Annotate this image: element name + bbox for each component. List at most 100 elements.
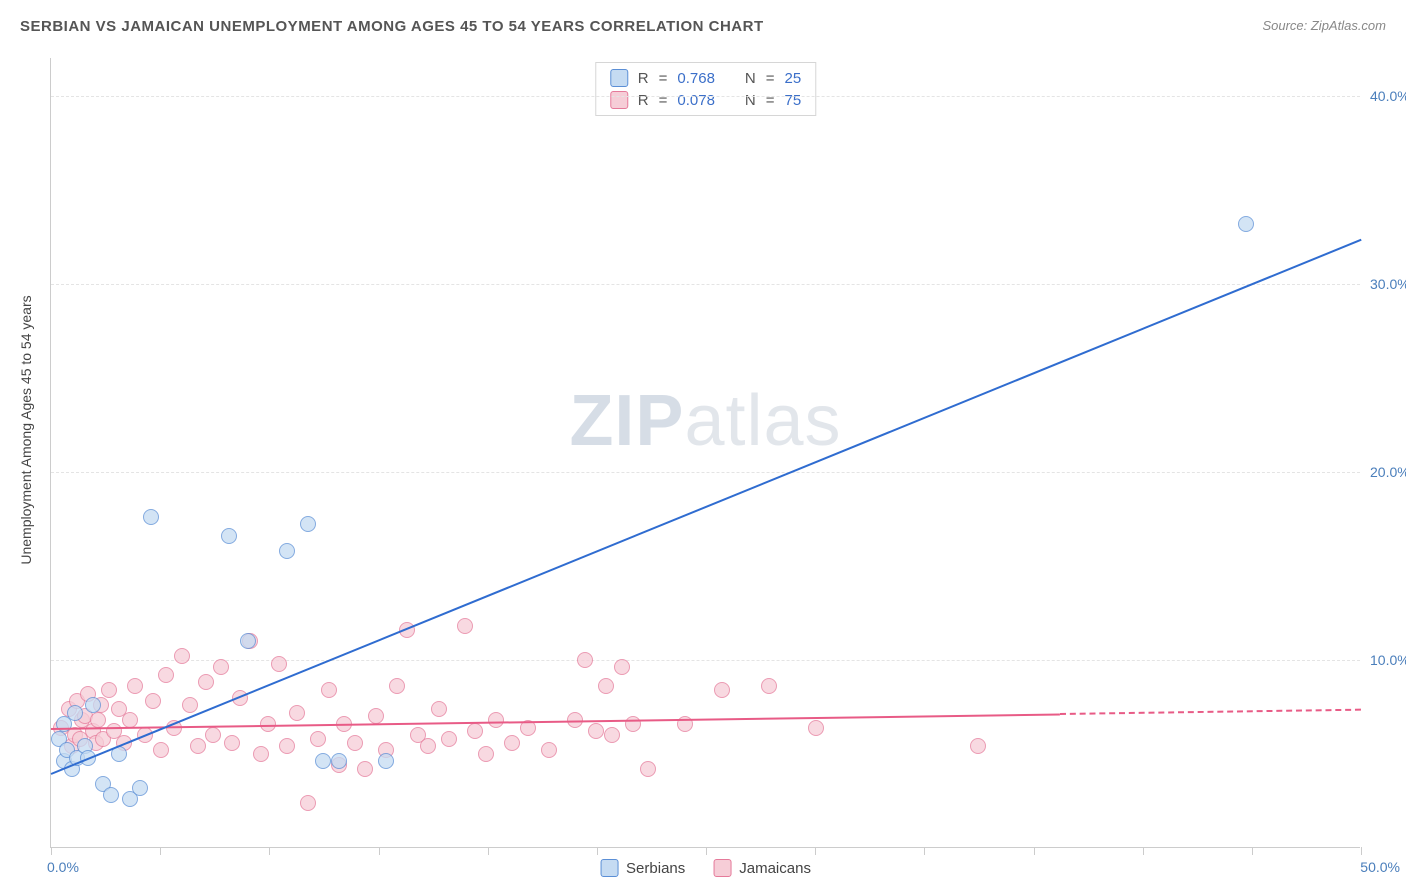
- scatter-point-jamaicans: [190, 738, 206, 754]
- scatter-point-jamaicans: [122, 712, 138, 728]
- scatter-point-jamaicans: [625, 716, 641, 732]
- scatter-point-jamaicans: [614, 659, 630, 675]
- scatter-point-jamaicans: [368, 708, 384, 724]
- scatter-point-jamaicans: [761, 678, 777, 694]
- scatter-point-serbians: [279, 543, 295, 559]
- scatter-point-jamaicans: [158, 667, 174, 683]
- x-tick: [706, 847, 707, 855]
- scatter-point-jamaicans: [90, 712, 106, 728]
- scatter-point-serbians: [143, 509, 159, 525]
- source-name: ZipAtlas.com: [1311, 18, 1386, 33]
- x-tick: [488, 847, 489, 855]
- legend-r-label: R: [638, 92, 649, 109]
- scatter-point-jamaicans: [321, 682, 337, 698]
- x-tick: [1252, 847, 1253, 855]
- watermark-rest: atlas: [684, 381, 841, 461]
- legend-eq: =: [766, 70, 775, 87]
- scatter-point-jamaicans: [420, 738, 436, 754]
- x-tick: [51, 847, 52, 855]
- scatter-point-jamaicans: [153, 742, 169, 758]
- y-tick-label: 10.0%: [1364, 652, 1406, 668]
- chart-title: SERBIAN VS JAMAICAN UNEMPLOYMENT AMONG A…: [20, 18, 764, 35]
- scatter-point-jamaicans: [271, 656, 287, 672]
- scatter-point-jamaicans: [279, 738, 295, 754]
- chart-header: SERBIAN VS JAMAICAN UNEMPLOYMENT AMONG A…: [20, 18, 1386, 35]
- x-tick: [160, 847, 161, 855]
- x-tick: [815, 847, 816, 855]
- legend-series-box: Serbians Jamaicans: [600, 859, 811, 877]
- scatter-point-serbians: [132, 780, 148, 796]
- scatter-point-jamaicans: [198, 674, 214, 690]
- legend-item-jamaicans: Jamaicans: [713, 859, 811, 877]
- scatter-point-jamaicans: [300, 795, 316, 811]
- scatter-point-serbians: [221, 528, 237, 544]
- scatter-point-jamaicans: [488, 712, 504, 728]
- x-axis-min-label: 0.0%: [47, 859, 79, 875]
- scatter-point-jamaicans: [441, 731, 457, 747]
- scatter-point-jamaicans: [577, 652, 593, 668]
- scatter-point-serbians: [103, 787, 119, 803]
- legend-item-serbians: Serbians: [600, 859, 685, 877]
- legend-stats-row-jamaicans: R = 0.078 N = 75: [596, 89, 815, 111]
- gridline: [51, 96, 1360, 97]
- x-tick: [1361, 847, 1362, 855]
- y-axis-label: Unemployment Among Ages 45 to 54 years: [18, 295, 34, 564]
- legend-label-jamaicans: Jamaicans: [739, 860, 811, 877]
- scatter-point-jamaicans: [541, 742, 557, 758]
- legend-r-value-jamaicans: 0.078: [677, 92, 715, 109]
- scatter-point-serbians: [378, 753, 394, 769]
- scatter-point-jamaicans: [174, 648, 190, 664]
- scatter-point-jamaicans: [182, 697, 198, 713]
- scatter-point-jamaicans: [101, 682, 117, 698]
- scatter-point-jamaicans: [145, 693, 161, 709]
- watermark: ZIPatlas: [569, 380, 841, 462]
- scatter-point-jamaicans: [389, 678, 405, 694]
- legend-label-serbians: Serbians: [626, 860, 685, 877]
- gridline: [51, 284, 1360, 285]
- scatter-point-jamaicans: [127, 678, 143, 694]
- legend-n-value-jamaicans: 75: [785, 92, 802, 109]
- scatter-point-jamaicans: [213, 659, 229, 675]
- scatter-point-serbians: [85, 697, 101, 713]
- scatter-point-jamaicans: [253, 746, 269, 762]
- legend-eq: =: [659, 92, 668, 109]
- trend-line: [51, 713, 1060, 729]
- scatter-point-serbians: [67, 705, 83, 721]
- y-tick-label: 40.0%: [1364, 88, 1406, 104]
- scatter-point-serbians: [315, 753, 331, 769]
- scatter-point-serbians: [300, 516, 316, 532]
- legend-eq: =: [659, 70, 668, 87]
- x-axis-max-label: 50.0%: [1360, 859, 1400, 875]
- x-tick: [1143, 847, 1144, 855]
- legend-n-label: N: [745, 92, 756, 109]
- scatter-point-jamaicans: [347, 735, 363, 751]
- source-attribution: Source: ZipAtlas.com: [1262, 18, 1386, 33]
- scatter-point-jamaicans: [598, 678, 614, 694]
- x-tick: [379, 847, 380, 855]
- legend-stats-row-serbians: R = 0.768 N = 25: [596, 67, 815, 89]
- scatter-point-jamaicans: [205, 727, 221, 743]
- x-tick: [1034, 847, 1035, 855]
- legend-eq: =: [766, 92, 775, 109]
- legend-n-value-serbians: 25: [785, 70, 802, 87]
- scatter-point-serbians: [240, 633, 256, 649]
- scatter-point-jamaicans: [808, 720, 824, 736]
- legend-n-label: N: [745, 70, 756, 87]
- legend-swatch-jamaicans: [610, 91, 628, 109]
- gridline: [51, 660, 1360, 661]
- watermark-bold: ZIP: [569, 381, 684, 461]
- scatter-point-jamaicans: [224, 735, 240, 751]
- legend-stats-box: R = 0.768 N = 25 R = 0.078 N = 75: [595, 62, 816, 116]
- scatter-point-jamaicans: [478, 746, 494, 762]
- scatter-point-jamaicans: [431, 701, 447, 717]
- y-tick-label: 20.0%: [1364, 464, 1406, 480]
- scatter-point-jamaicans: [467, 723, 483, 739]
- scatter-point-jamaicans: [588, 723, 604, 739]
- legend-r-value-serbians: 0.768: [677, 70, 715, 87]
- scatter-point-jamaicans: [357, 761, 373, 777]
- x-tick: [269, 847, 270, 855]
- legend-r-label: R: [638, 70, 649, 87]
- scatter-point-serbians: [1238, 216, 1254, 232]
- legend-swatch-serbians: [610, 69, 628, 87]
- scatter-point-jamaicans: [289, 705, 305, 721]
